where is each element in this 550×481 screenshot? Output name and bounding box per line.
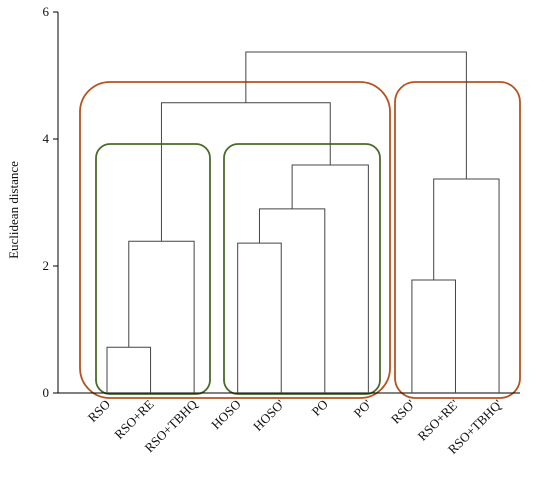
dendrogram-link [237, 242, 282, 393]
y-tick-label: 4 [43, 131, 50, 146]
dendrogram-link [106, 346, 152, 393]
dendrogram-link [433, 178, 500, 393]
subcluster-box [223, 143, 381, 395]
cluster-box [394, 81, 521, 399]
dendrogram-link [258, 208, 326, 393]
dendrogram-link [128, 240, 195, 393]
dendrogram-link [411, 279, 456, 393]
y-tick-label: 2 [43, 258, 50, 273]
leaf-label: HOSO [208, 397, 244, 433]
leaf-label: RSO' [388, 397, 418, 427]
leaf-label: PO [309, 397, 331, 419]
dendrogram-link [291, 164, 369, 393]
leaf-label: HOSO' [250, 397, 287, 434]
cluster-box [79, 81, 391, 399]
leaf-label: RSO [85, 397, 113, 425]
subcluster-box [95, 143, 211, 395]
y-tick-label: 6 [43, 4, 50, 19]
dendrogram-link [160, 102, 331, 242]
leaf-label: PO' [350, 397, 374, 421]
y-axis-label: Euclidean distance [6, 161, 21, 259]
y-tick-label: 0 [43, 385, 50, 400]
dendrogram-link [245, 51, 467, 180]
